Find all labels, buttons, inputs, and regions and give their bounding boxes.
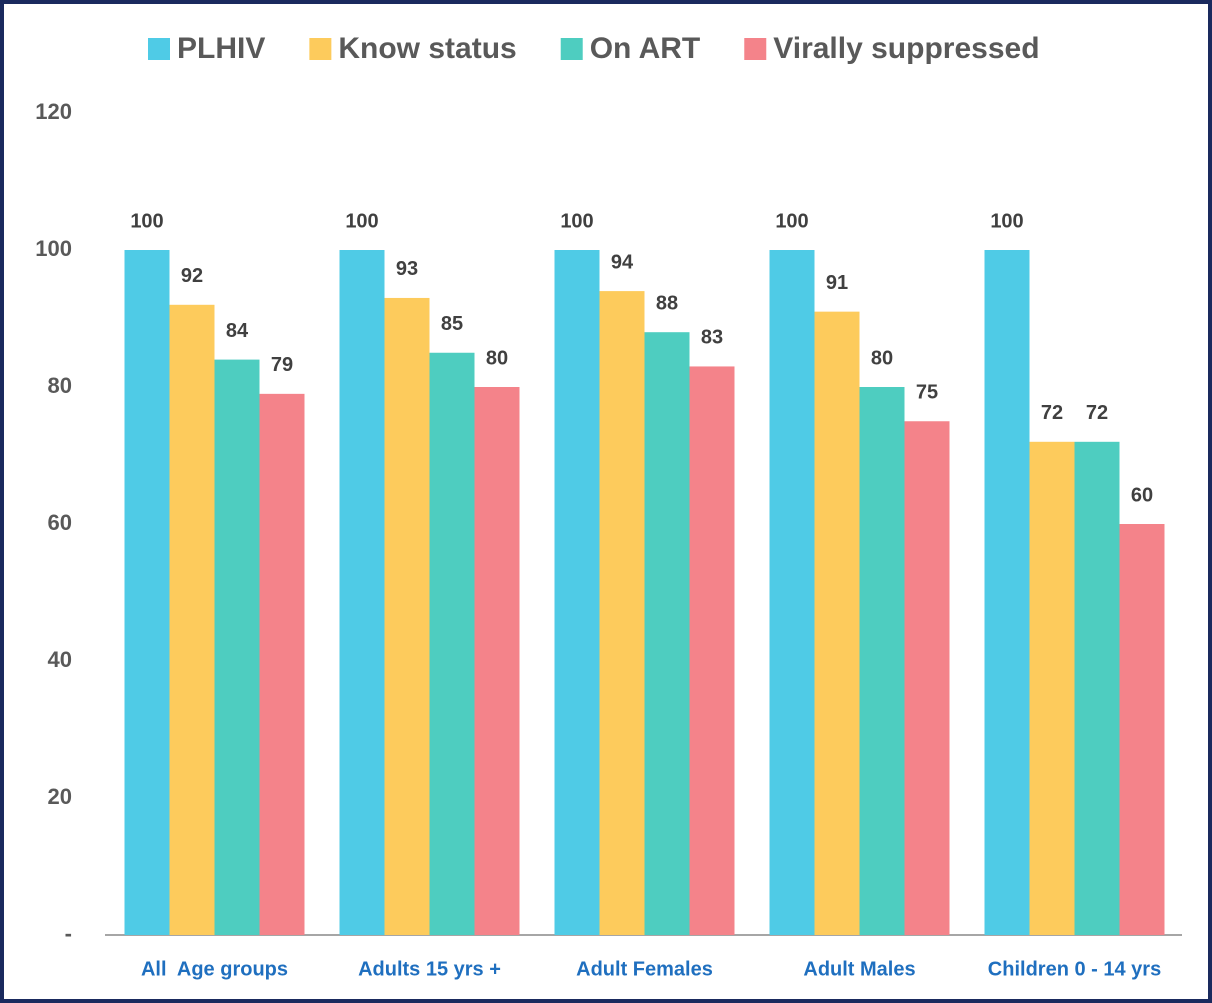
bar: [384, 297, 430, 935]
bar: [984, 250, 1030, 935]
value-label: 88: [656, 292, 678, 314]
x-tick-label: Children 0 - 14 yrs: [988, 958, 1161, 980]
value-label: 75: [916, 382, 938, 404]
y-tick-label: 60: [48, 510, 72, 535]
bar: [474, 387, 520, 935]
value-label: 100: [775, 210, 808, 232]
value-label: 80: [486, 347, 508, 369]
bar: [1074, 441, 1120, 935]
bar: [1119, 524, 1165, 935]
legend-label: Know status: [338, 32, 516, 65]
value-label: 100: [560, 210, 593, 232]
value-label: 100: [345, 210, 378, 232]
x-tick-label: All Age groups: [141, 958, 288, 980]
value-label: 72: [1041, 402, 1063, 424]
value-label: 79: [271, 354, 293, 376]
bar: [124, 250, 170, 935]
y-tick-label: 100: [35, 236, 72, 261]
value-label: 92: [181, 265, 203, 287]
bar: [859, 387, 905, 935]
value-label: 100: [990, 210, 1023, 232]
value-label: 91: [826, 272, 848, 294]
bar: [169, 304, 215, 935]
value-label: 83: [701, 327, 723, 349]
legend-swatch: [309, 38, 332, 60]
bar: [689, 366, 735, 935]
value-label: 80: [871, 347, 893, 369]
y-tick-label: 20: [48, 784, 72, 809]
value-label: 94: [611, 251, 634, 273]
legend-swatch: [560, 38, 583, 60]
bar: [644, 332, 690, 935]
legend-swatch: [148, 38, 170, 60]
bar: [214, 359, 260, 936]
value-label: 60: [1131, 484, 1153, 506]
legend-label: PLHIV: [177, 32, 265, 65]
x-tick-label: Adults 15 yrs +: [358, 958, 501, 980]
legend-label: On ART: [590, 32, 701, 65]
value-label: 100: [130, 210, 163, 232]
bar: [1029, 441, 1075, 935]
bar: [259, 393, 305, 936]
y-tick-label: 80: [48, 373, 72, 398]
x-tick-label: Adult Females: [576, 958, 713, 980]
value-label: 93: [396, 258, 418, 280]
bar: [769, 250, 815, 935]
legend-swatch: [744, 38, 767, 60]
y-tick-label: 120: [35, 99, 72, 124]
bar: [904, 421, 950, 935]
bar: [814, 311, 860, 935]
bar: [429, 352, 475, 935]
y-tick-label: 40: [48, 647, 72, 672]
bar: [554, 250, 600, 935]
value-label: 72: [1086, 402, 1108, 424]
x-tick-label: Adult Males: [803, 958, 915, 980]
value-label: 84: [226, 320, 249, 342]
value-label: 85: [441, 313, 463, 335]
legend-label: Virally suppressed: [773, 32, 1039, 65]
bar: [599, 291, 645, 936]
bar: [339, 250, 385, 935]
y-tick-label: -: [65, 921, 72, 946]
